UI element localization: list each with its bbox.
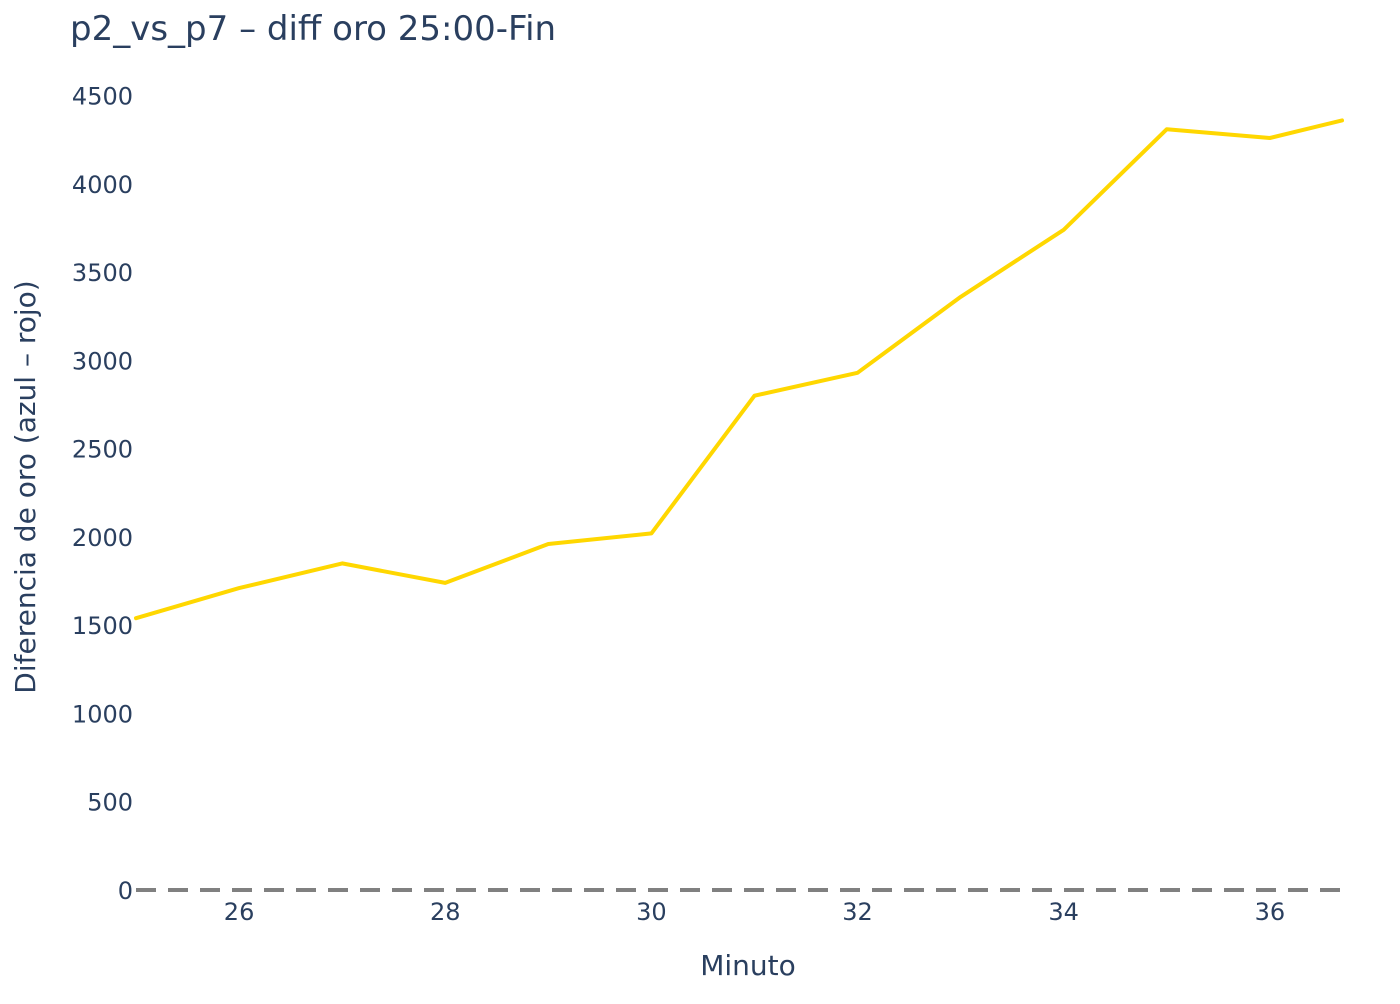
chart-title: p2_vs_p7 – diff oro 25:00-Fin: [70, 9, 556, 49]
y-tick-label: 500: [87, 789, 133, 817]
x-tick-label: 30: [636, 898, 667, 926]
y-axis-ticks: 0 500 1000 1500 2000 2500 3000 3500 4000 4500: [72, 83, 133, 905]
x-axis-label: Minuto: [700, 949, 796, 982]
x-tick-label: 36: [1255, 898, 1286, 926]
y-tick-label: 4500: [72, 83, 133, 111]
y-tick-label: 1500: [72, 612, 133, 640]
x-tick-label: 26: [224, 898, 255, 926]
y-tick-label: 0: [118, 877, 133, 905]
y-tick-label: 4000: [72, 171, 133, 199]
x-axis-ticks: 26 28 30 32 34 36: [224, 898, 1285, 926]
x-tick-label: 34: [1048, 898, 1079, 926]
plot-area: [134, 118, 1344, 892]
y-tick-label: 3500: [72, 259, 133, 287]
y-axis-label: Diferencia de oro (azul – rojo): [9, 280, 42, 693]
x-tick-label: 32: [842, 898, 873, 926]
y-tick-label: 1000: [72, 700, 133, 728]
y-tick-label: 2500: [72, 436, 133, 464]
y-tick-label: 3000: [72, 347, 133, 375]
y-tick-label: 2000: [72, 524, 133, 552]
x-tick-label: 28: [430, 898, 461, 926]
series-line: [134, 118, 1344, 621]
